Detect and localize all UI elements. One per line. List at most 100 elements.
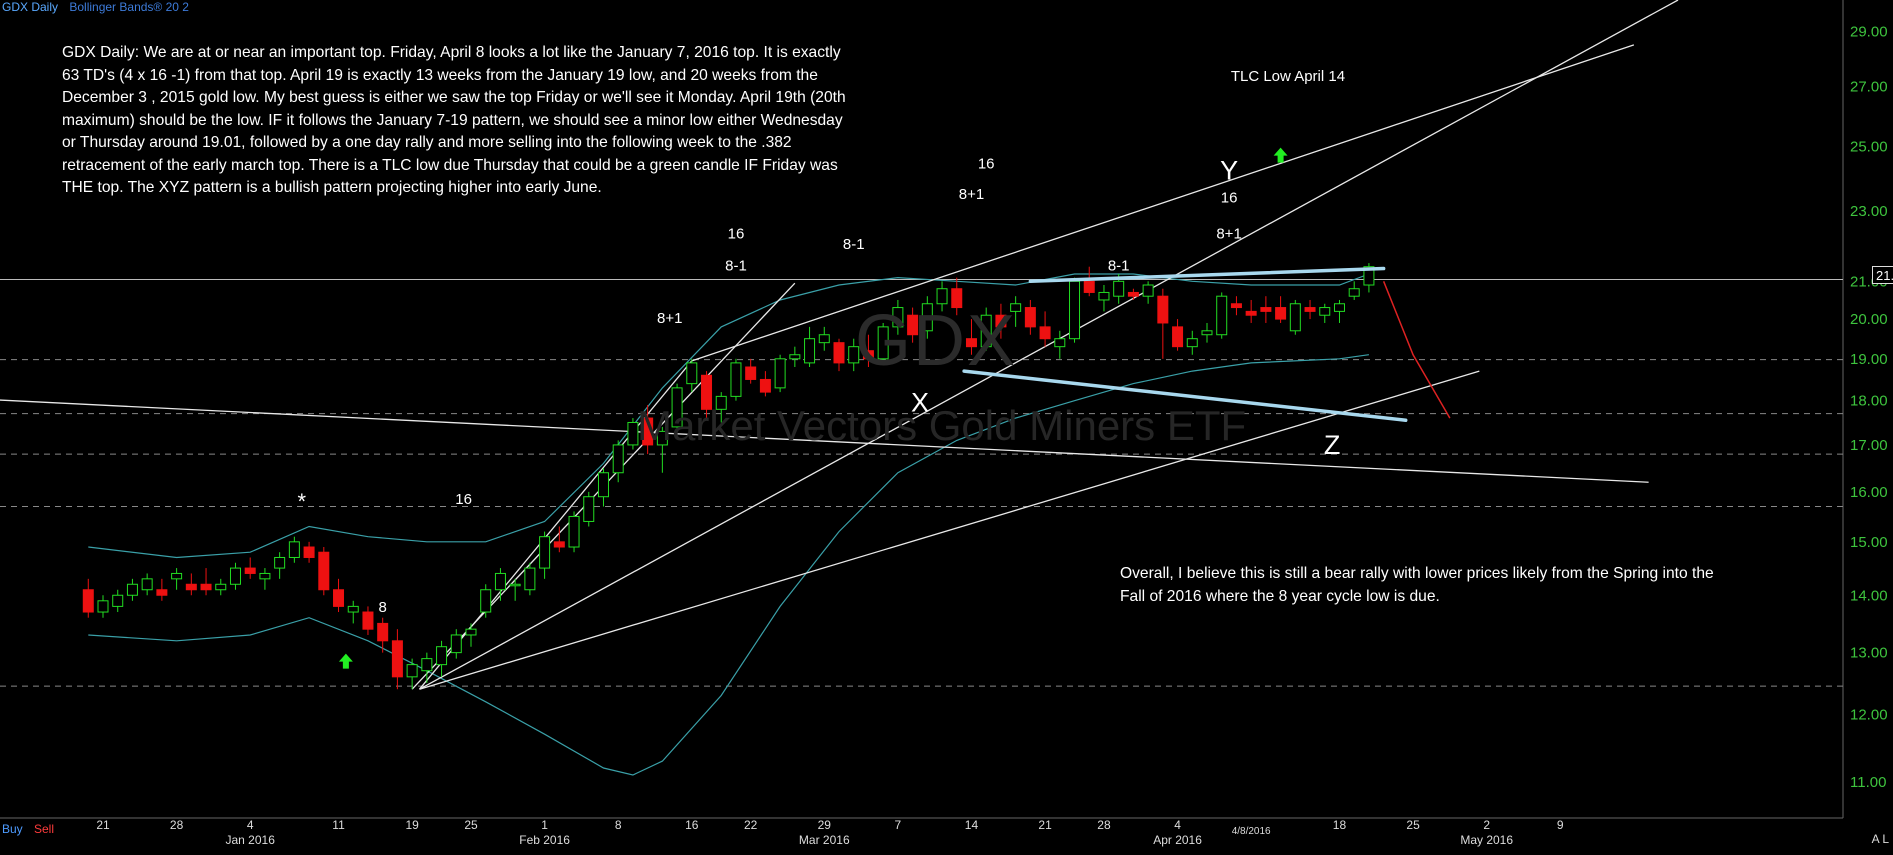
- candle-body-11: [244, 567, 256, 574]
- x-tick-label-17: 18: [1333, 818, 1347, 832]
- candle-body-74: [1172, 326, 1184, 348]
- candle-body-57: [921, 303, 933, 332]
- annotation-10: Y: [1220, 156, 1238, 186]
- x-tick-label-20: 9: [1557, 818, 1564, 832]
- candle-body-35: [597, 472, 609, 498]
- x-tick-label-11: 7: [895, 818, 902, 832]
- candle-body-0: [82, 589, 94, 613]
- candle-body-85: [1333, 303, 1345, 312]
- x-tick-label-9: 22: [744, 818, 758, 832]
- annotation-6: 8-1: [843, 236, 865, 253]
- candle-body-78: [1230, 303, 1242, 309]
- commentary-text: GDX Daily: We are at or near an importan…: [62, 44, 846, 196]
- annotation-1: 8: [379, 599, 387, 616]
- x-tick-label-4: 19: [405, 818, 419, 832]
- candle-body-21: [391, 640, 403, 678]
- commentary-text-2: Overall, I believe this is still a bear …: [1120, 565, 1714, 605]
- watermark-name: Market Vectors Gold Miners ETF: [637, 402, 1247, 449]
- candle-body-47: [774, 358, 786, 389]
- candle-body-13: [274, 556, 286, 569]
- candle-body-53: [862, 350, 874, 360]
- y-tick-label-5: 20.00: [1850, 311, 1888, 328]
- candle-body-65: [1039, 326, 1051, 340]
- candle-body-9: [215, 583, 227, 591]
- annotation-0: *: [297, 489, 306, 514]
- candle-body-73: [1157, 295, 1169, 324]
- indicator-label[interactable]: Bollinger Bands® 20 2: [69, 0, 189, 14]
- candle-body-59: [951, 288, 963, 309]
- annotation-4: 16: [728, 225, 745, 242]
- candle-body-72: [1142, 284, 1154, 297]
- candle-body-23: [421, 658, 433, 672]
- candle-body-30: [524, 567, 536, 591]
- candle-body-36: [612, 444, 624, 474]
- candle-body-12: [259, 572, 271, 580]
- candle-body-20: [377, 622, 389, 642]
- candle-body-41: [686, 362, 698, 385]
- candle-body-50: [818, 334, 830, 344]
- x-tick-label-14: 28: [1097, 818, 1111, 832]
- candle-body-55: [892, 307, 904, 328]
- x-tick-label-13: 21: [1038, 818, 1052, 832]
- candle-body-1: [97, 600, 109, 613]
- x-tick-label-5: 25: [464, 818, 478, 832]
- candle-body-34: [583, 496, 595, 522]
- y-tick-label-1: 27.00: [1850, 79, 1888, 96]
- candle-body-24: [436, 646, 448, 666]
- candle-body-76: [1201, 330, 1213, 336]
- projection-path: [1382, 281, 1451, 419]
- candle-body-68: [1083, 280, 1095, 293]
- candle-body-69: [1098, 291, 1110, 301]
- bollinger-lower-line: [88, 354, 1369, 776]
- y-tick-label-0: 29.00: [1850, 23, 1888, 40]
- candle-body-81: [1275, 307, 1287, 320]
- corner-icons[interactable]: A L: [1871, 832, 1889, 846]
- buy-button[interactable]: Buy: [2, 822, 23, 836]
- y-tick-label-12: 13.00: [1850, 645, 1888, 662]
- candle-body-18: [347, 605, 359, 613]
- candle-body-40: [671, 387, 683, 428]
- candle-body-27: [480, 589, 492, 613]
- arrows: [338, 147, 1288, 669]
- candle-body-42: [701, 374, 713, 410]
- candle-body-16: [318, 551, 330, 591]
- candle-body-84: [1319, 307, 1331, 316]
- candle-body-80: [1260, 307, 1272, 312]
- annotation-11: 16: [1221, 190, 1238, 207]
- candle-body-17: [333, 589, 345, 607]
- y-tick-label-7: 18.00: [1850, 393, 1888, 410]
- candle-body-37: [627, 421, 639, 446]
- candle-body-82: [1289, 303, 1301, 332]
- x-month-label-15: Apr 2016: [1153, 833, 1202, 847]
- annotation-12: 8+1: [1216, 225, 1241, 242]
- pattern-line-0: [1028, 266, 1386, 284]
- candle-body-8: [200, 583, 212, 591]
- annotation-5: 8-1: [725, 257, 747, 274]
- candle-body-63: [1010, 303, 1022, 312]
- candle-body-29: [509, 583, 521, 587]
- x-tick-label-15: 4: [1174, 818, 1181, 832]
- candle-body-44: [730, 362, 742, 397]
- candle-body-28: [494, 572, 506, 591]
- annotation-14: Z: [1324, 430, 1341, 460]
- x-tick-label-3: 11: [332, 818, 345, 832]
- y-tick-label-10: 15.00: [1850, 534, 1888, 551]
- candle-body-5: [156, 589, 168, 596]
- x-tick-label-0: 21: [96, 818, 110, 832]
- symbol-label[interactable]: GDX Daily: [2, 0, 59, 14]
- trendline-1: [418, 360, 693, 690]
- candles[interactable]: [82, 263, 1375, 690]
- y-tick-label-9: 16.00: [1850, 484, 1888, 501]
- chart-header: GDX Daily Bollinger Bands® 20 2: [2, 0, 189, 14]
- x-month-label-19: May 2016: [1460, 833, 1513, 847]
- x-tick-label-12: 14: [965, 818, 979, 832]
- up-arrow-icon-1: [1273, 147, 1288, 163]
- y-tick-label-2: 25.00: [1850, 138, 1888, 155]
- sell-button[interactable]: Sell: [34, 822, 55, 836]
- candle-body-3: [126, 583, 138, 596]
- annotation-2: 16: [455, 491, 472, 508]
- last-price-label: 21.44: [1872, 266, 1893, 284]
- y-tick-label-3: 23.00: [1850, 203, 1888, 220]
- candle-body-52: [848, 346, 860, 364]
